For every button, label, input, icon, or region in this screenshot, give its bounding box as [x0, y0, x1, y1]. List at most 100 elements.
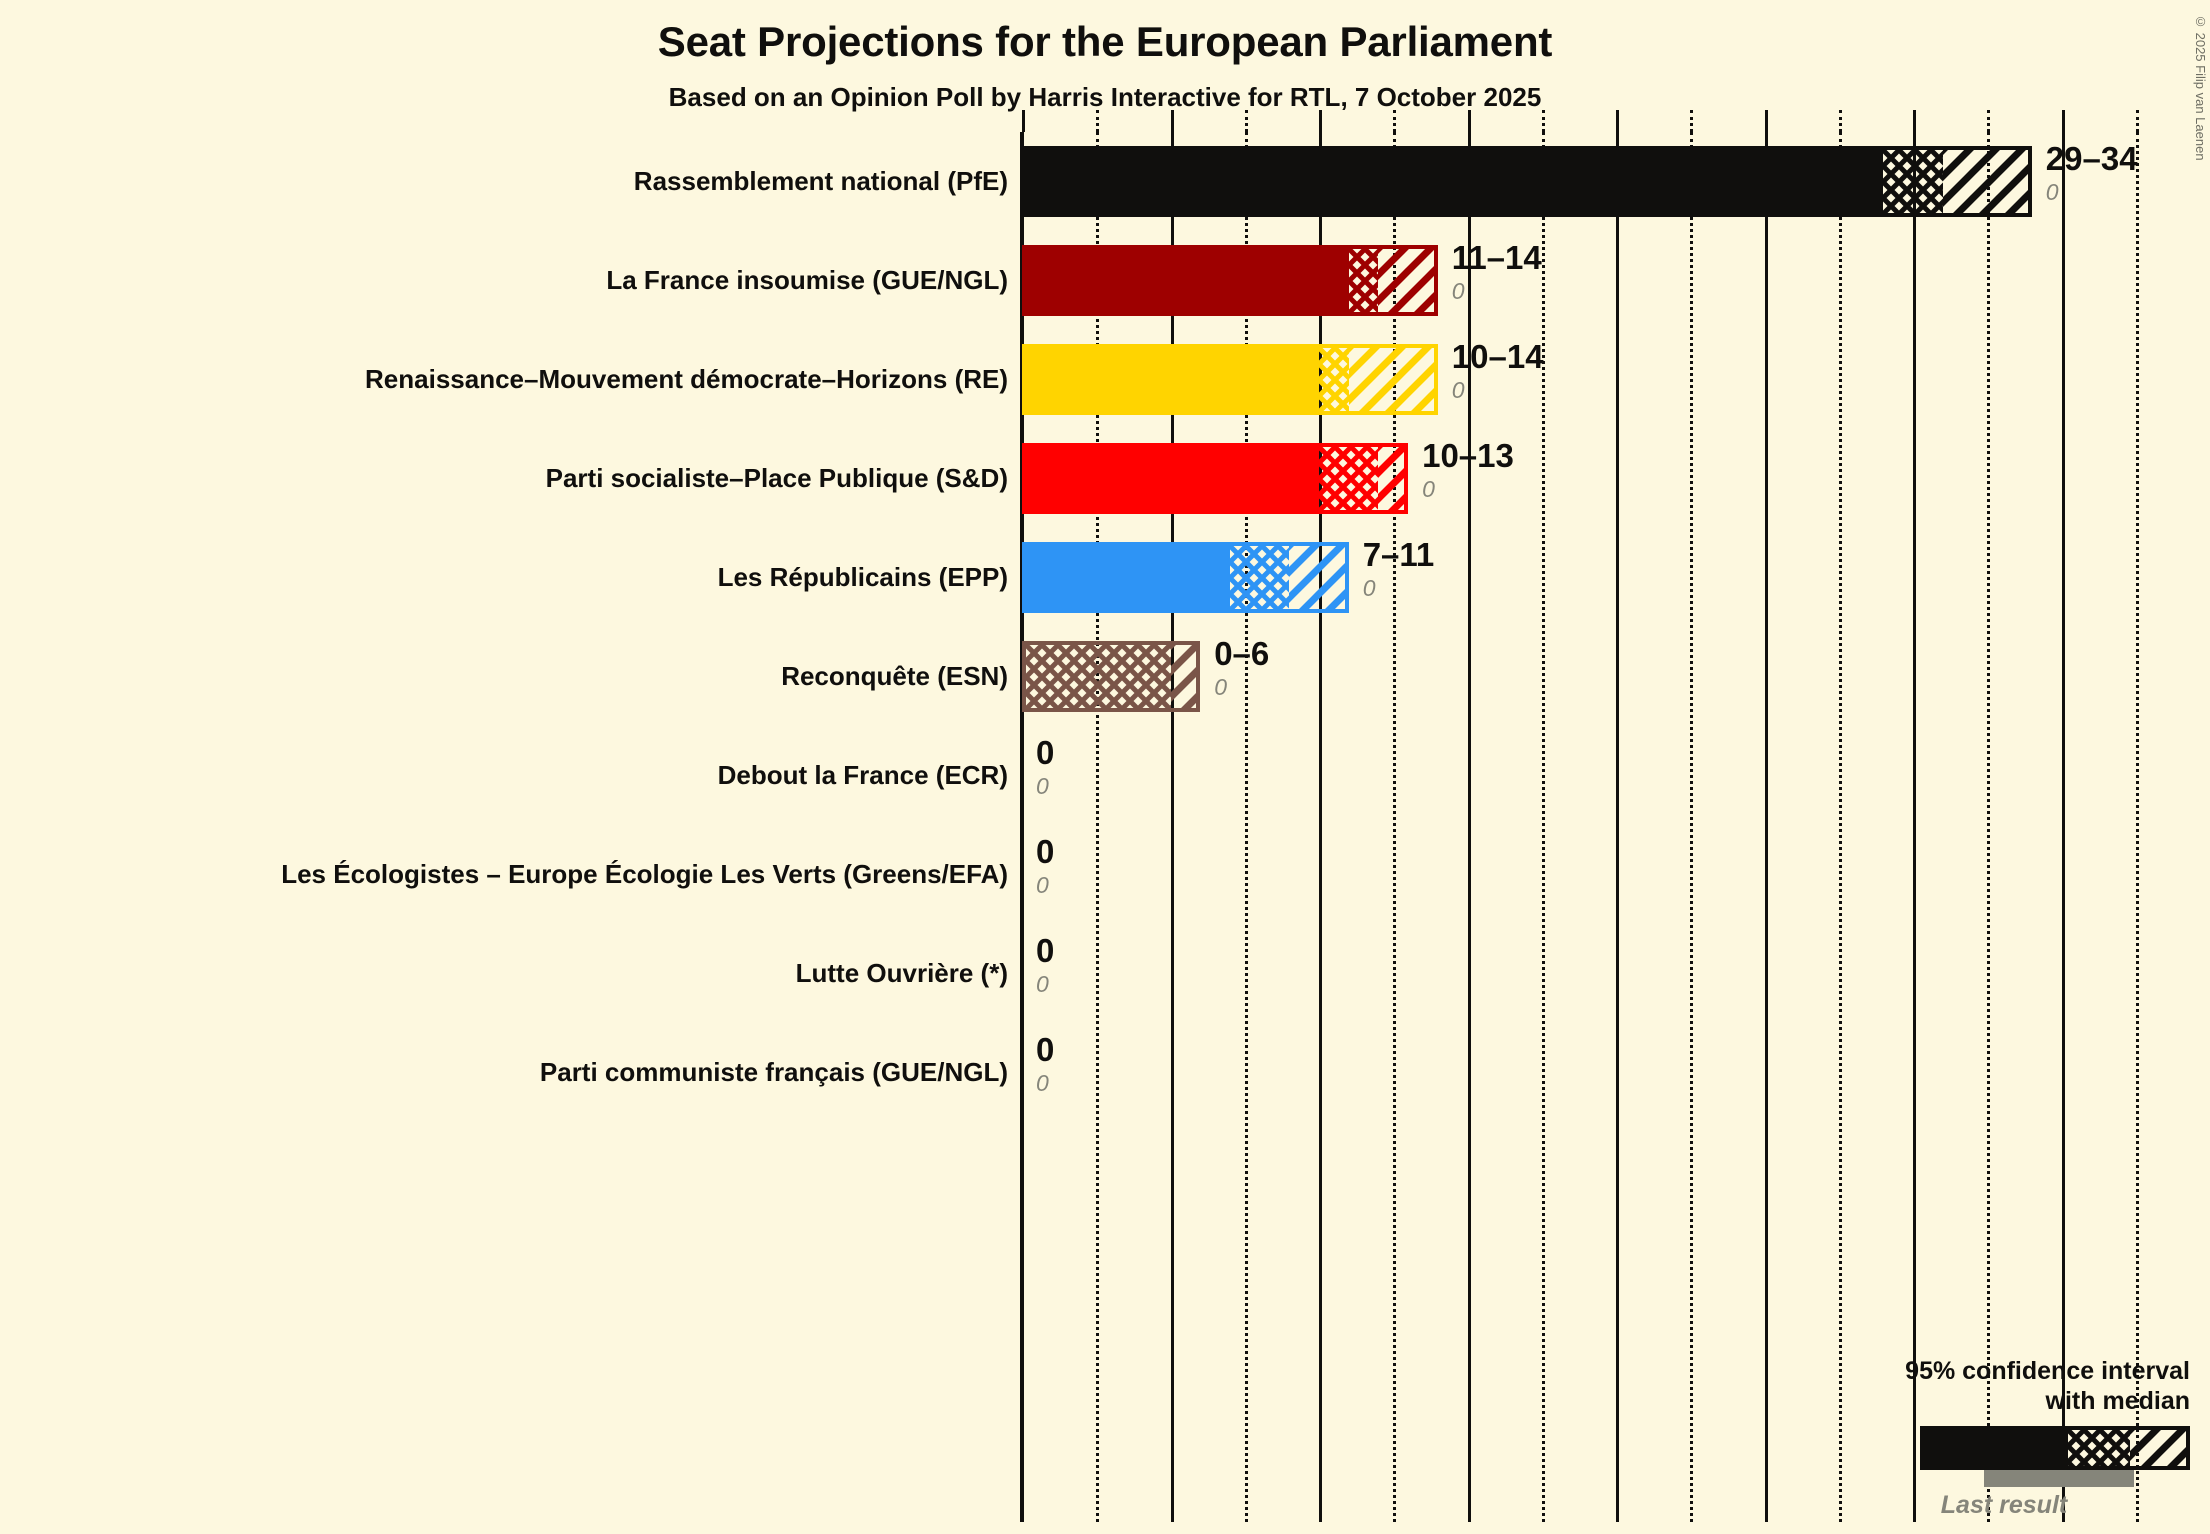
bar-last-result-label: 0: [1036, 971, 1049, 997]
bar-row: Renaissance–Mouvement démocrate–Horizons…: [365, 330, 2182, 429]
legend-last-result-bar: [1984, 1470, 2134, 1487]
bar-row: La France insoumise (GUE/NGL) 11–14 0: [606, 231, 2182, 330]
bar-row-label: Lutte Ouvrière (*): [795, 958, 1008, 988]
bar-segment-solid: [1022, 344, 1319, 415]
bar-row-label: Parti communiste français (GUE/NGL): [539, 1057, 1008, 1087]
bar-value-label: 0: [1036, 833, 1055, 870]
axis-tick-minor: [1096, 110, 1100, 132]
axis-tick-major: [1764, 110, 1768, 132]
bar-value-label: 29–34: [2045, 140, 2138, 177]
axis-tick-major: [1616, 110, 1619, 132]
legend: 95% confidence interval with median Last…: [1860, 1357, 2190, 1520]
gridline-minor: [1244, 132, 1248, 1522]
legend-segment-upper-diagonal: [2130, 1426, 2190, 1470]
copyright-notice: © 2025 Filip van Laenen: [2193, 14, 2208, 161]
bar-last-result-label: 0: [1036, 1070, 1049, 1096]
axis-tick-minor: [2135, 110, 2139, 132]
bar-row: Parti socialiste–Place Publique (S&D) 10–…: [546, 429, 2182, 528]
bar-segment-solid: [1022, 443, 1319, 514]
gridline-minor: [1393, 132, 1397, 1522]
bar-row: Les Écologistes – Europe Écologie Les Ve…: [281, 825, 2182, 924]
y-axis-line: [1020, 132, 1024, 1522]
axis-tick-major: [1022, 110, 1025, 132]
bar-value-label: 0: [1036, 1031, 1055, 1068]
bar-last-result-label: 0: [2045, 179, 2059, 205]
axis-tick-minor: [1838, 110, 1842, 132]
gridline-major: [1764, 132, 1768, 1522]
axis-tick-minor: [1987, 110, 1991, 132]
bar-row-label: Debout la France (ECR): [717, 760, 1008, 790]
bar-last-result-label: 0: [1422, 476, 1435, 502]
gridline-major: [1170, 132, 1174, 1522]
bar-row: Reconquête (ESN) 0–6 0: [781, 627, 2182, 726]
axis-tick-minor: [1541, 110, 1545, 132]
bar-segment-upper-diagonal: [1942, 146, 2032, 217]
bar-value-label: 10–14: [1451, 338, 1544, 375]
bar-value-label: 10–13: [1422, 437, 1514, 474]
bar-value-label: 0: [1036, 932, 1055, 969]
legend-last-result-label: Last result: [1940, 1491, 2068, 1519]
bar-segment-median-crosshatch: [1319, 344, 1349, 415]
bar-segment-upper-diagonal: [1170, 641, 1201, 712]
bar-last-result-label: 0: [1036, 773, 1049, 799]
gridline-minor: [1096, 132, 1100, 1522]
bar-segment-median-crosshatch: [1229, 542, 1290, 613]
axis-tick-major: [1913, 110, 1916, 132]
legend-segment-median-crosshatch: [2068, 1426, 2130, 1470]
bar-row: Les Républicains (EPP) 7–11 0: [718, 528, 2182, 627]
gridline-minor: [1690, 132, 1694, 1522]
gridline-major: [2061, 132, 2065, 1522]
bar-segment-upper-diagonal: [1289, 542, 1349, 613]
legend-line-1: 95% confidence interval: [1905, 1357, 2190, 1385]
axis-tick-major: [2061, 110, 2065, 132]
axis-tick-minor: [1393, 110, 1397, 132]
bar-last-result-label: 0: [1036, 872, 1049, 898]
plot-area: Rassemblement national (PfE) 29–34 0 La Fra…: [281, 110, 2182, 1522]
gridline-major: [1913, 132, 1916, 1522]
bar-segment-solid: [1022, 146, 1884, 217]
page-title: Seat Projections for the European Parlia…: [657, 18, 1553, 65]
bar-segment-solid: [1022, 245, 1349, 316]
bar-value-label: 7–11: [1362, 536, 1435, 573]
bar-row: Rassemblement national (PfE) 29–34 0: [634, 132, 2182, 231]
gridline-minor: [1987, 132, 1991, 1522]
bar-row: Debout la France (ECR) 0 0: [718, 726, 2182, 825]
bar-segment-median-crosshatch: [1319, 443, 1379, 514]
bar-row-label: Rassemblement national (PfE): [633, 166, 1008, 196]
bar-segment-upper-diagonal: [1378, 245, 1438, 316]
chart-subtitle: Based on an Opinion Poll by Harris Inter…: [668, 82, 1542, 112]
gridline-major: [1319, 132, 1322, 1522]
bar-segment-solid: [1022, 542, 1230, 613]
axis-tick-major: [1319, 110, 1322, 132]
gridline-minor: [2135, 132, 2139, 1522]
gridline-minor: [1838, 132, 1842, 1522]
bar-row-label: Renaissance–Mouvement démocrate–Horizons…: [365, 364, 1008, 394]
bar-last-result-label: 0: [1451, 377, 1465, 403]
gridline-major: [1616, 132, 1619, 1522]
bar-segment-median-crosshatch: [1022, 641, 1171, 712]
axis-tick-major: [1467, 110, 1471, 132]
bar-row: Parti communiste français (GUE/NGL) 0 0: [540, 1023, 2182, 1122]
bar-segment-upper-diagonal: [1378, 443, 1409, 514]
bar-segment-median-crosshatch: [1348, 245, 1379, 316]
gridline-minor: [1541, 132, 1545, 1522]
bar-value-label: 0: [1036, 734, 1055, 771]
bar-last-result-label: 0: [1214, 674, 1227, 700]
axis-tick-minor: [1244, 110, 1248, 132]
bar-row-label: Les Écologistes – Europe Écologie Les Ve…: [281, 859, 1008, 889]
legend-line-2: with median: [2045, 1386, 2190, 1415]
bar-row-label: Parti socialiste–Place Publique (S&D): [545, 463, 1008, 493]
bar-row-label: Les Républicains (EPP): [717, 562, 1008, 592]
axis-tick-minor: [1690, 110, 1694, 132]
bar-last-result-label: 0: [1451, 278, 1465, 304]
gridline-major: [1467, 132, 1471, 1522]
bar-last-result-label: 0: [1362, 575, 1376, 601]
bar-row: Lutte Ouvrière (*) 0 0: [796, 924, 2182, 1023]
bar-row-label: La France insoumise (GUE/NGL): [606, 265, 1008, 295]
bar-segment-median-crosshatch: [1883, 146, 1943, 217]
legend-segment-solid: [1920, 1426, 2068, 1470]
bar-value-label: 11–14: [1451, 239, 1542, 276]
axis-tick-major: [1170, 110, 1174, 132]
legend-sample-bar: [1920, 1426, 2190, 1470]
